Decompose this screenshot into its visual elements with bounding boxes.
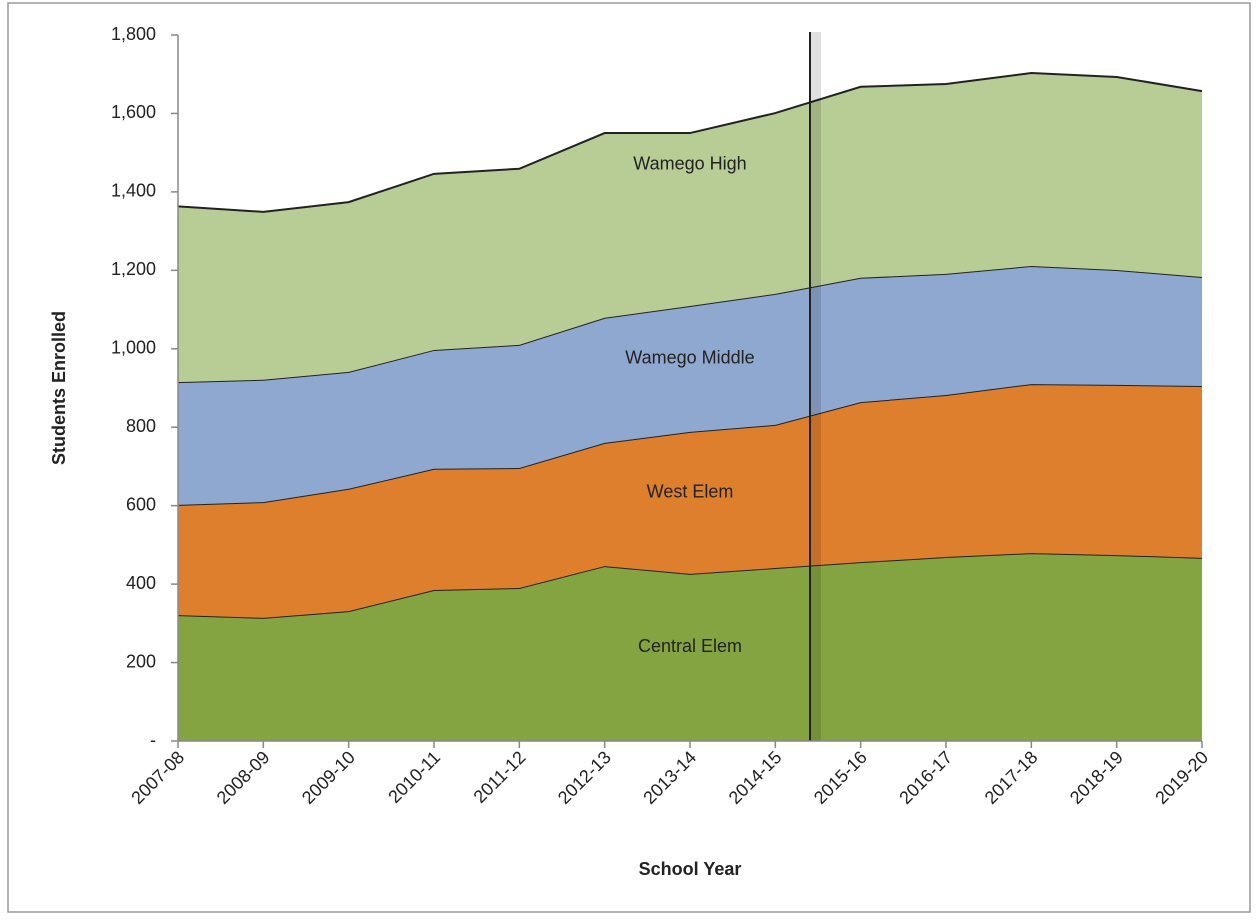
area-label: Wamego Middle [625,348,754,368]
area-label: Wamego High [633,153,746,173]
y-tick-label: 1,600 [111,102,156,122]
y-axis-title: Students Enrolled [49,311,69,465]
y-tick-label: 400 [126,573,156,593]
y-tick-label: 1,800 [111,24,156,44]
area-edge [177,72,1203,213]
area [178,553,1202,741]
area [178,73,1202,383]
y-tick-label: 1,200 [111,259,156,279]
area [178,384,1202,618]
area [178,266,1202,505]
y-tick-label: 800 [126,416,156,436]
y-tick-label: 600 [126,494,156,514]
area-label: West Elem [647,482,734,502]
y-tick-label: - [150,730,156,750]
divider-shadow [811,32,821,741]
y-tick-label: 1,400 [111,181,156,201]
x-axis-title: School Year [639,859,742,879]
y-tick-label: 200 [126,651,156,671]
y-tick-label: 1,000 [111,338,156,358]
area-label: Central Elem [638,636,742,656]
